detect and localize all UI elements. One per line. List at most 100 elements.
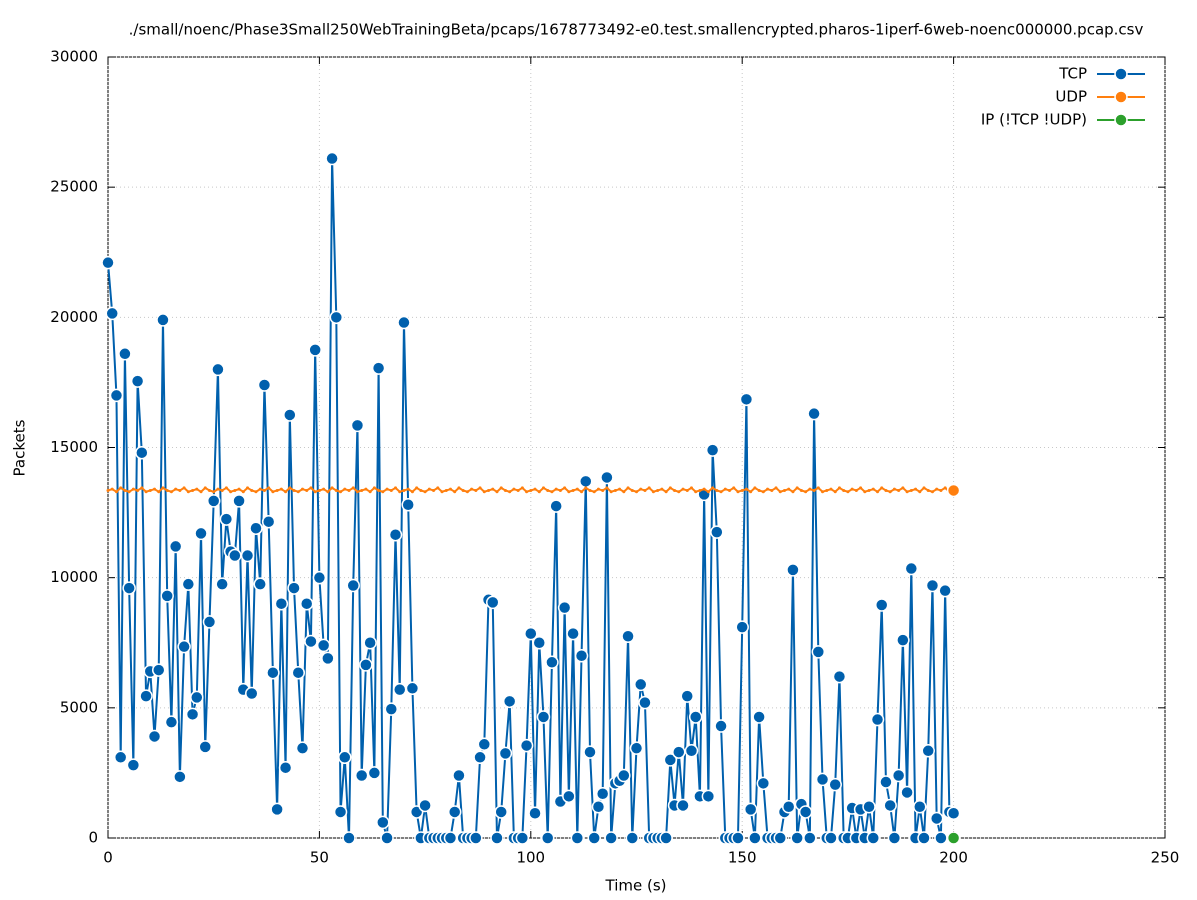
data-point: [482, 490, 486, 494]
data-point: [312, 570, 327, 585]
data-point: [676, 798, 690, 813]
data-point: [157, 490, 161, 494]
data-point: [131, 487, 135, 491]
data-point: [807, 406, 821, 421]
y-tick-label: 0: [88, 829, 98, 847]
data-point: [288, 486, 292, 490]
data-point: [943, 486, 947, 490]
data-point: [346, 578, 360, 593]
data-point: [178, 488, 182, 492]
data-point: [681, 487, 685, 491]
data-point: [921, 744, 935, 758]
data-point: [863, 490, 867, 494]
data-point: [520, 486, 524, 490]
data-point: [588, 488, 592, 492]
x-tick-label: 100: [516, 849, 545, 867]
data-point: [363, 636, 377, 650]
data-point: [508, 490, 512, 494]
data-point: [787, 487, 791, 491]
data-point: [673, 488, 677, 492]
data-point: [177, 639, 191, 654]
legend-marker: [1114, 90, 1128, 104]
legend-marker: [1114, 113, 1128, 127]
data-point: [647, 486, 651, 490]
data-point: [909, 488, 913, 492]
data-point: [904, 561, 919, 576]
data-point: [866, 831, 881, 845]
data-point: [617, 768, 631, 783]
data-point: [494, 805, 508, 819]
data-point: [824, 831, 838, 845]
data-point: [922, 486, 926, 490]
data-point: [427, 487, 431, 491]
data-point: [198, 740, 212, 754]
data-point: [595, 786, 610, 801]
data-point: [879, 775, 893, 789]
data-point: [562, 789, 576, 804]
data-point: [533, 487, 537, 491]
data-point: [418, 798, 432, 813]
data-point: [367, 766, 382, 780]
data-point: [515, 831, 530, 845]
data-point: [465, 490, 469, 494]
data-point: [905, 490, 909, 494]
data-point: [938, 583, 952, 598]
data-point: [574, 649, 589, 663]
data-point: [502, 694, 517, 709]
data-point: [106, 488, 110, 492]
data-point: [812, 488, 816, 492]
data-point: [360, 488, 364, 492]
y-tick-label: 10000: [50, 568, 98, 586]
data-point: [621, 629, 635, 643]
data-point: [635, 490, 638, 494]
data-point: [791, 490, 795, 494]
data-point: [545, 655, 559, 670]
data-point: [354, 768, 369, 783]
data-point: [355, 490, 359, 494]
data-point: [566, 626, 580, 641]
data-point: [892, 487, 896, 491]
data-point: [774, 486, 778, 490]
data-point: [600, 470, 614, 485]
data-point: [110, 487, 114, 491]
data-point: [368, 490, 372, 494]
data-point: [477, 737, 492, 752]
data-point: [557, 600, 572, 615]
data-point: [436, 486, 440, 490]
data-point: [237, 487, 241, 491]
data-point: [123, 488, 127, 492]
data-point: [946, 806, 961, 821]
data-point: [392, 682, 407, 697]
data-point: [168, 539, 183, 554]
data-point: [322, 487, 326, 491]
data-point: [405, 681, 420, 696]
data-point: [485, 595, 500, 610]
data-point: [580, 490, 584, 494]
data-point: [584, 486, 588, 490]
data-point: [625, 831, 640, 845]
data-point: [194, 526, 208, 541]
y-tick-label: 20000: [50, 308, 98, 326]
data-point: [743, 802, 758, 817]
data-point: [871, 487, 875, 491]
data-point: [579, 474, 593, 489]
x-tick-label: 150: [728, 849, 757, 867]
data-point: [732, 486, 736, 490]
data-point: [397, 315, 411, 330]
data-point: [308, 343, 322, 357]
data-point: [773, 831, 788, 845]
data-point: [736, 490, 740, 494]
data-point: [930, 490, 934, 494]
data-point: [946, 483, 961, 498]
data-point: [850, 487, 854, 491]
data-point: [875, 490, 879, 494]
data-point: [803, 831, 817, 845]
data-point: [457, 486, 461, 490]
data-point: [651, 490, 655, 494]
data-point: [748, 831, 762, 845]
data-point: [296, 490, 300, 494]
data-point: [191, 488, 195, 492]
data-point: [896, 633, 910, 647]
data-point: [537, 490, 541, 494]
data-point: [900, 785, 914, 800]
